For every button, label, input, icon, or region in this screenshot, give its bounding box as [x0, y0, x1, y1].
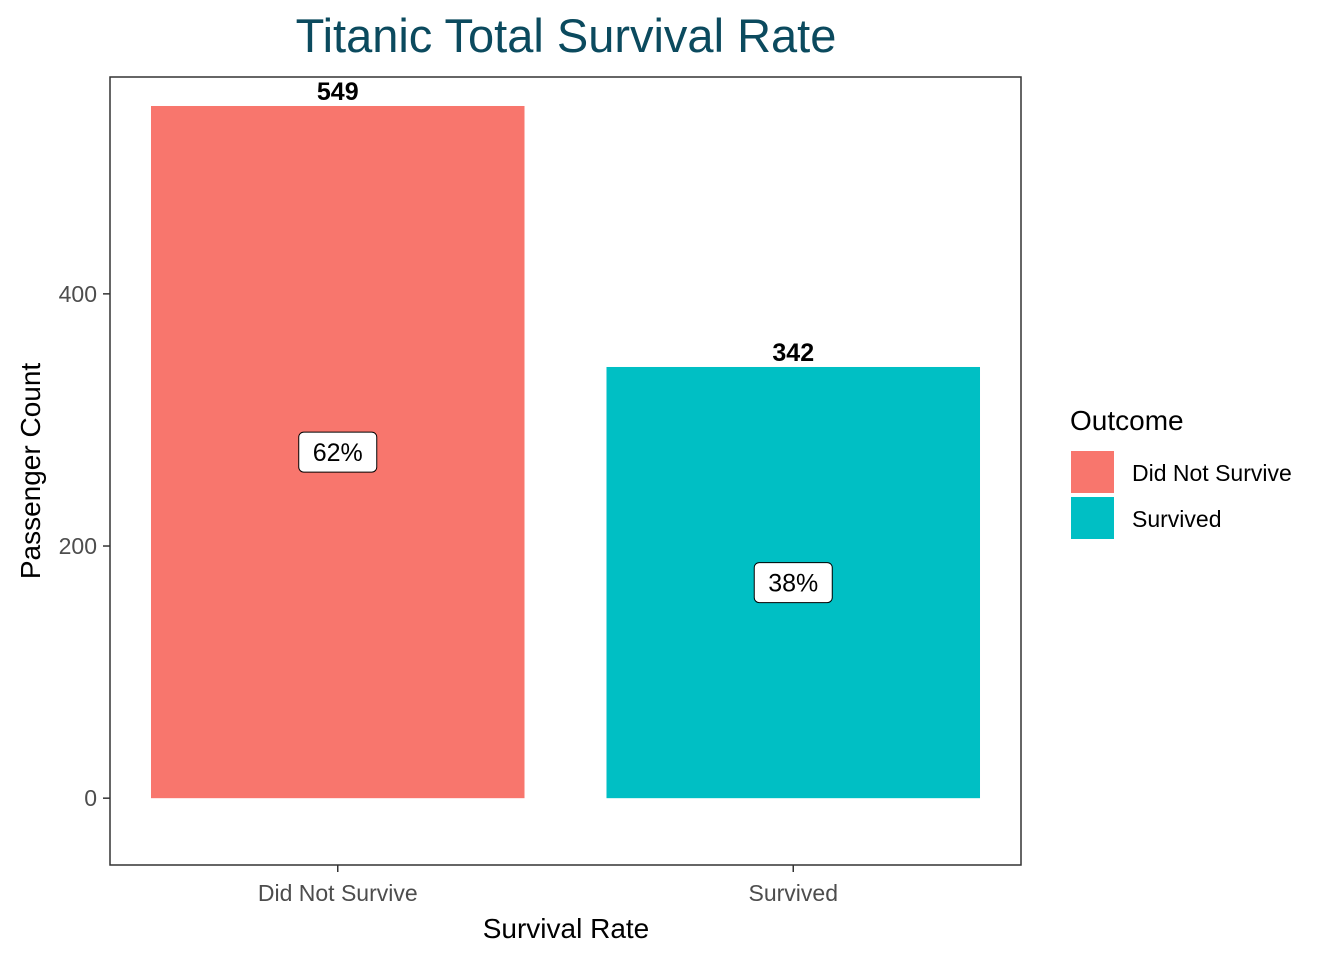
legend-label: Survived — [1132, 506, 1221, 532]
x-tick-label: Did Not Survive — [258, 880, 418, 906]
bar-percent-label: 62% — [313, 439, 363, 467]
y-axis: 0 200 400 — [59, 281, 110, 811]
x-axis-title: Survival Rate — [483, 913, 650, 944]
bar-value-label: 342 — [772, 339, 814, 367]
bar-value-label: 549 — [317, 78, 359, 106]
x-axis: Did Not Survive Survived — [258, 865, 838, 906]
legend-key-did-not-survive — [1071, 451, 1114, 493]
x-tick-label: Survived — [749, 880, 838, 906]
bar-percent-label: 38% — [768, 570, 818, 598]
percent-label-box — [298, 431, 378, 473]
y-tick-label: 0 — [84, 785, 97, 811]
data-labels-group: 549 62% 342 38% — [298, 78, 833, 604]
legend-label: Did Not Survive — [1132, 460, 1292, 486]
legend-key-survived — [1071, 497, 1114, 539]
y-axis-title: Passenger Count — [15, 363, 46, 580]
chart-title: Titanic Total Survival Rate — [296, 9, 837, 62]
legend: Outcome Did Not Survive Survived — [1070, 405, 1292, 539]
y-tick-label: 400 — [59, 281, 97, 307]
y-tick-label: 200 — [59, 533, 97, 559]
percent-label-box — [753, 562, 833, 604]
legend-title: Outcome — [1070, 405, 1184, 436]
